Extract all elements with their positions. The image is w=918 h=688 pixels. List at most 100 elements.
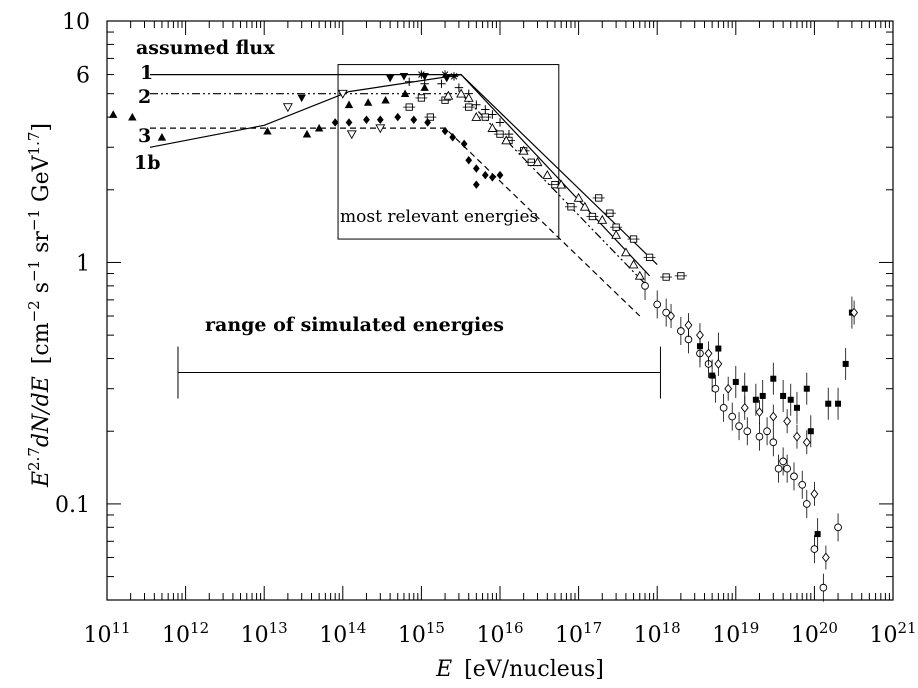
x-tick-labels: 1011 1012 1013 1014 1015 1016 1017 1018 1019 1020… — [83, 619, 916, 648]
data-point — [752, 396, 759, 403]
data-point — [850, 307, 859, 318]
data-point — [779, 457, 787, 466]
data-point — [399, 72, 409, 81]
plot-frame — [106, 20, 894, 601]
x-tick-exp: 18 — [662, 619, 681, 637]
data-point — [783, 416, 792, 427]
data-point — [821, 552, 830, 563]
data-point — [709, 372, 716, 379]
data-point — [735, 422, 743, 430]
data-point — [704, 348, 713, 359]
data-point — [489, 173, 496, 182]
x-tick-base: 10 — [319, 623, 347, 648]
data-point — [684, 320, 693, 331]
data-point — [394, 112, 402, 122]
data-point — [443, 90, 454, 100]
x-tick-exp: 14 — [347, 619, 366, 637]
data-point — [759, 392, 766, 399]
x-tick-exp: 13 — [269, 619, 288, 637]
data-point — [495, 118, 505, 127]
flux-label-1b: 1b — [134, 152, 161, 174]
x-tick-base: 10 — [555, 623, 583, 648]
data-point — [496, 170, 504, 180]
relevant-box-rect — [337, 64, 560, 240]
data-point — [297, 94, 306, 103]
x-axis-unit: [eV/nucleus] — [464, 657, 604, 682]
data-point — [825, 400, 832, 407]
data-point — [424, 118, 431, 127]
x-tick-label: 1020 — [791, 619, 838, 648]
y-tick-label: 1 — [76, 251, 90, 276]
data-point — [556, 179, 567, 189]
data-point — [724, 383, 733, 394]
data-point — [471, 111, 482, 121]
data-point — [405, 77, 414, 87]
y-label-dnde: dN/dE — [29, 376, 54, 447]
data-point — [128, 112, 137, 121]
data-point — [667, 311, 675, 321]
x-tick-label: 1019 — [712, 619, 759, 648]
data-point — [819, 583, 828, 592]
data-point — [331, 118, 339, 127]
y-label-unit-close: ] — [29, 123, 54, 132]
data-point — [763, 427, 771, 436]
y-label-e-exp: 2.7 — [25, 447, 43, 471]
flux-label-3: 3 — [138, 125, 151, 147]
data-point — [740, 402, 749, 413]
data-point — [346, 130, 357, 140]
y-label-e: E — [29, 471, 54, 488]
x-tick-label: 1015 — [398, 619, 445, 648]
data-point — [696, 330, 704, 341]
x-tick-label: 1011 — [83, 619, 130, 648]
data-point — [715, 345, 722, 352]
data-point — [456, 88, 467, 98]
data-point — [363, 98, 373, 106]
data-point — [714, 359, 723, 369]
x-tick-label: 1021 — [869, 619, 916, 648]
data-point — [400, 89, 410, 98]
data-point — [487, 123, 498, 132]
flux-label-2: 2 — [138, 86, 151, 108]
plot-border — [106, 20, 894, 601]
data-point — [743, 427, 752, 436]
data-point — [314, 123, 324, 132]
data-point — [802, 437, 811, 448]
data-point — [793, 404, 800, 411]
y-axis-label: E2.7dN/dE[cm−2 s−1 sr−1 GeV1.7] — [25, 123, 54, 488]
data-point — [803, 385, 810, 392]
data-point — [798, 480, 807, 489]
data-point — [780, 392, 787, 399]
x-tick-exp: 21 — [897, 619, 916, 637]
data-point — [728, 412, 737, 421]
data-point — [814, 531, 821, 538]
x-tick-label: 1012 — [162, 619, 209, 648]
data-point — [420, 79, 429, 88]
assumed-flux-label: assumed flux — [136, 37, 275, 59]
data-point — [454, 83, 464, 92]
data-point — [472, 164, 480, 173]
data-point — [344, 100, 354, 109]
data-point — [835, 400, 842, 407]
x-tick-base: 10 — [476, 623, 504, 648]
data-point — [282, 103, 293, 113]
flux-model-lines — [149, 73, 658, 317]
data-point — [611, 229, 622, 239]
data-point — [542, 169, 553, 179]
y-label-unit-open: [cm — [29, 322, 54, 364]
data-point — [302, 129, 312, 138]
x-tick-exp: 16 — [504, 619, 523, 637]
data-point — [793, 431, 801, 442]
data-point — [449, 133, 457, 142]
simulated-energy-range-bar — [177, 346, 661, 399]
x-axis-symbol: E — [435, 657, 452, 682]
flux-model-1 — [150, 73, 651, 277]
data-point — [460, 139, 468, 149]
data-point — [501, 135, 512, 145]
y-tick-label: 10 — [62, 10, 90, 35]
flux-model-2 — [150, 93, 651, 289]
x-tick-label: 1018 — [634, 619, 681, 648]
x-tick-label: 1014 — [319, 619, 366, 648]
data-point — [662, 308, 671, 317]
data-point — [579, 201, 590, 211]
data-point — [741, 385, 748, 392]
